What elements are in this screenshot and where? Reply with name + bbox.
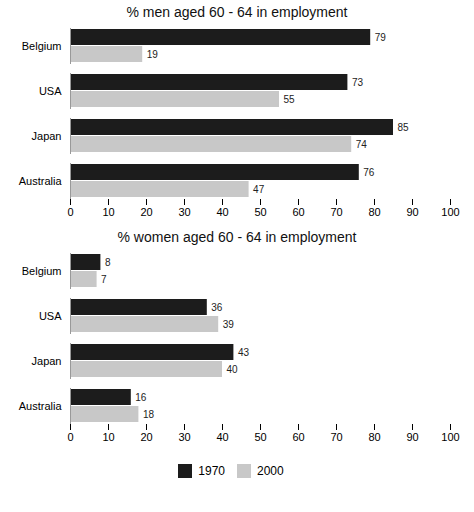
svg-text:19: 19 [147, 49, 159, 60]
svg-text:Japan: Japan [32, 355, 62, 367]
svg-text:20: 20 [140, 431, 152, 443]
svg-text:80: 80 [368, 431, 380, 443]
svg-text:76: 76 [363, 167, 375, 178]
svg-text:70: 70 [330, 431, 342, 443]
html-text:1970: 1970 [198, 463, 225, 478]
svg-text:74: 74 [356, 139, 368, 150]
svg-text:47: 47 [253, 184, 265, 195]
svg-text:8: 8 [105, 257, 111, 268]
svg-text:USA: USA [39, 85, 62, 97]
svg-text:40: 40 [216, 431, 228, 443]
svg-text:Japan: Japan [32, 130, 62, 142]
svg-text:0: 0 [67, 206, 73, 218]
svg-text:30: 30 [178, 431, 190, 443]
svg-text:43: 43 [238, 347, 250, 358]
svg-text:10: 10 [102, 206, 114, 218]
svg-text:7: 7 [101, 274, 107, 285]
svg-text:10: 10 [102, 431, 114, 443]
svg-text:36: 36 [211, 302, 223, 313]
svg-text:0: 0 [67, 431, 73, 443]
svg-text:Australia: Australia [19, 175, 63, 187]
svg-text:30: 30 [178, 206, 190, 218]
svg-text:18: 18 [143, 409, 155, 420]
svg-text:85: 85 [398, 122, 410, 133]
svg-text:50: 50 [254, 431, 266, 443]
html-text:% women aged 60 - 64 in employ: % women aged 60 - 64 in employment [117, 229, 357, 245]
svg-text:39: 39 [223, 319, 235, 330]
svg-text:Australia: Australia [19, 400, 63, 412]
svg-text:100: 100 [441, 206, 459, 218]
svg-text:100: 100 [441, 431, 459, 443]
svg-text:40: 40 [227, 364, 239, 375]
svg-text:60: 60 [292, 431, 304, 443]
html-text:% men aged 60 - 64 in employme: % men aged 60 - 64 in employment [126, 4, 348, 20]
svg-text:16: 16 [135, 392, 147, 403]
svg-text:40: 40 [216, 206, 228, 218]
svg-text:90: 90 [406, 206, 418, 218]
svg-text:79: 79 [375, 32, 387, 43]
svg-text:70: 70 [330, 206, 342, 218]
svg-text:Belgium: Belgium [22, 265, 62, 277]
html-text:2000: 2000 [257, 463, 284, 478]
svg-text:20: 20 [140, 206, 152, 218]
svg-text:55: 55 [284, 94, 296, 105]
svg-text:90: 90 [406, 431, 418, 443]
svg-text:50: 50 [254, 206, 266, 218]
svg-text:Belgium: Belgium [22, 40, 62, 52]
svg-text:80: 80 [368, 206, 380, 218]
svg-text:USA: USA [39, 310, 62, 322]
svg-text:60: 60 [292, 206, 304, 218]
svg-text:73: 73 [352, 77, 364, 88]
